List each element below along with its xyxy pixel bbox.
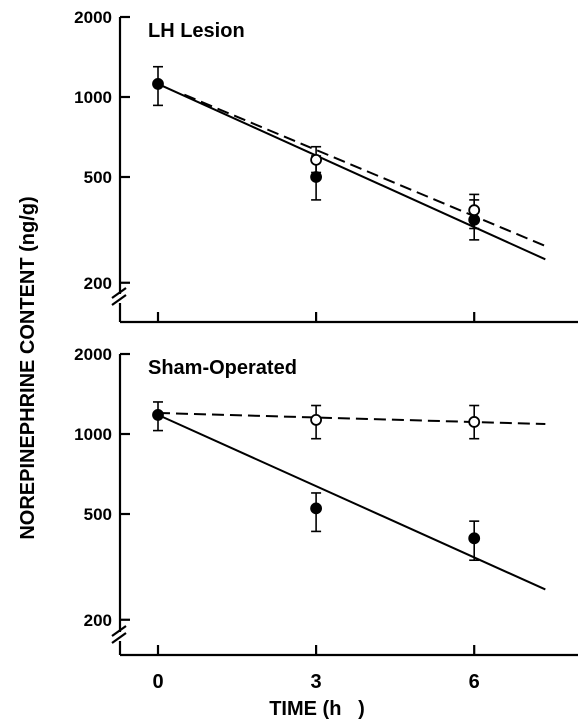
axis-break-mark bbox=[111, 287, 127, 306]
y-tick-label: 500 bbox=[84, 505, 112, 524]
x-tick-label: 6 bbox=[469, 671, 480, 693]
fit-line-dashed bbox=[157, 411, 546, 426]
data-point-filled bbox=[152, 78, 164, 90]
x-tick-label: 3 bbox=[311, 671, 322, 693]
fit-line-dashed bbox=[183, 93, 546, 247]
y-tick-label: 500 bbox=[84, 168, 112, 187]
panel-title: Sham-Operated bbox=[148, 357, 297, 379]
fit-line-solid bbox=[157, 413, 546, 591]
axis-break-mark bbox=[111, 625, 127, 644]
x-tick-label: 0 bbox=[152, 671, 163, 693]
data-point-filled bbox=[468, 532, 481, 545]
data-point-filled bbox=[310, 171, 323, 183]
y-tick-label: 1000 bbox=[74, 88, 112, 107]
data-point-filled bbox=[310, 502, 323, 515]
fit-line-solid bbox=[157, 83, 546, 261]
y-tick-label: 2000 bbox=[74, 8, 112, 27]
data-point-filled bbox=[152, 408, 164, 421]
y-tick-label: 1000 bbox=[74, 425, 112, 444]
y-tick-label: 2000 bbox=[74, 345, 112, 364]
data-point-open bbox=[468, 416, 481, 428]
y-tick-label: 200 bbox=[84, 611, 112, 630]
y-axis-label: NOREPINEPHRINE CONTENT (ng/g) bbox=[17, 196, 39, 539]
y-tick-label: 200 bbox=[84, 274, 112, 293]
data-point-open bbox=[310, 153, 323, 166]
panel-lh-lesion: LH Lesion 200 500 1000 2000 bbox=[74, 8, 578, 324]
x-axis-label: TIME (h ) bbox=[269, 698, 365, 720]
panel-title: LH Lesion bbox=[148, 20, 245, 42]
data-point-open bbox=[310, 413, 323, 426]
data-point-open bbox=[468, 204, 481, 217]
panel-sham-operated: Sham-Operated 200 500 1000 2000 bbox=[74, 345, 578, 657]
